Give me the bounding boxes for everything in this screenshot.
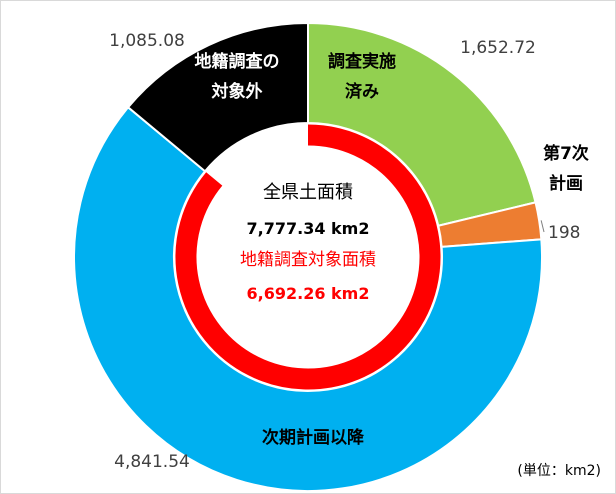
leader-line-plan7 — [540, 220, 545, 233]
donut-segment-future — [73, 105, 543, 492]
segment-label-future: 次期計画以降 — [262, 427, 365, 448]
value-label-surveyed: 1,652.72 — [460, 38, 536, 58]
center-total-area: 7,777.34 km2 — [247, 219, 370, 238]
donut-segment-excluded — [126, 21, 309, 173]
segment-label-surveyed: 調査実施済み — [328, 51, 396, 102]
center-target-area: 6,692.26 km2 — [247, 284, 370, 303]
inner-ring — [175, 124, 441, 390]
value-label-excluded: 1,085.08 — [109, 31, 185, 51]
unit-label: (単位：km2) — [517, 463, 601, 479]
inner-ring-arc — [175, 124, 441, 390]
value-label-future: 4,841.54 — [114, 452, 190, 472]
value-labels: 1,652.72 198 4,841.54 1,085.08 — [109, 31, 580, 472]
center-subtitle: 地籍調査対象面積 — [240, 250, 376, 270]
donut-segment-surveyed — [307, 21, 537, 227]
donut-segments — [73, 21, 543, 492]
center-title: 全県土面積 — [263, 182, 353, 203]
value-label-plan7: 198 — [548, 223, 580, 243]
segment-label-plan7: 第7次計画 — [543, 143, 589, 194]
segment-label-excluded: 地籍調査の対象外 — [195, 51, 280, 102]
